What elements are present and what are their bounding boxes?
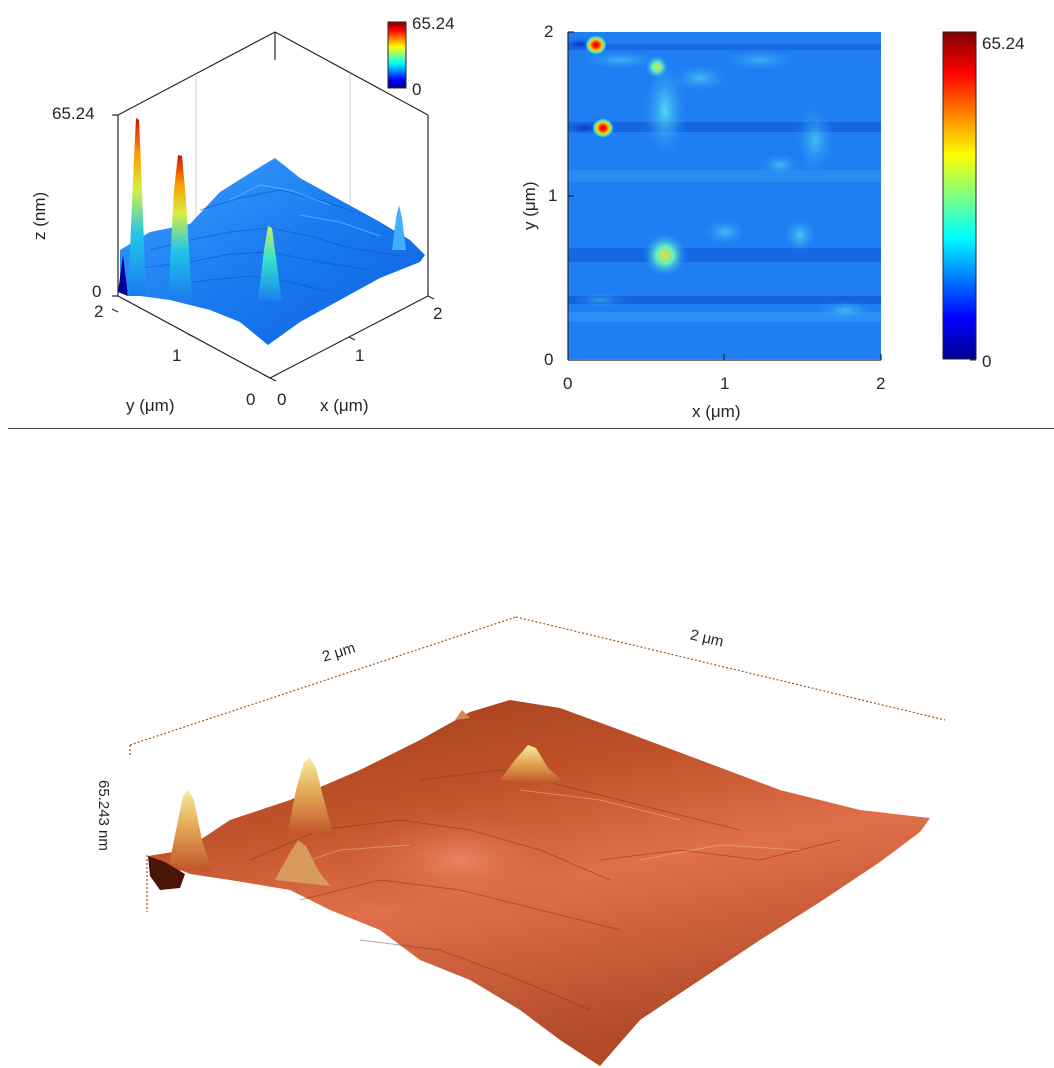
hm-y-tick-1: 1 (548, 186, 558, 205)
heatmap-plot (567, 31, 977, 361)
hm-colorbar-max-label: 65.24 (982, 34, 1025, 53)
hm-y-tick-2: 2 (544, 22, 554, 41)
ticks (111, 114, 435, 382)
peak-2 (168, 155, 192, 300)
copper-peak-3 (500, 745, 566, 784)
x-axis-label: x (μm) (320, 396, 369, 415)
colorbar-min-label: 0 (412, 80, 422, 99)
hm-colorbar-min-label: 0 (982, 352, 992, 371)
hm-x-tick-0: 0 (563, 374, 573, 393)
colorbar-frame (387, 21, 407, 89)
hm-x-tick-2: 2 (876, 374, 886, 393)
section-divider (8, 428, 1054, 429)
surface-highlights (229, 184, 381, 237)
hm-y-tick-0: 0 (544, 350, 554, 369)
peak-3 (258, 226, 282, 302)
x-tick-0: 0 (277, 390, 287, 409)
copper-bump (455, 710, 470, 720)
heatmap-image (568, 32, 881, 359)
dip-1 (118, 255, 128, 296)
heatmap-colorbar-frame (942, 31, 977, 360)
heatmap-axes (567, 31, 882, 361)
colorbar-gradient (388, 22, 406, 88)
z-tick-max: 65.24 (52, 104, 95, 123)
axis-box (117, 31, 429, 296)
copper-peak-1 (168, 790, 212, 872)
y-tick-0: 0 (246, 390, 256, 409)
copper-peak-4 (275, 840, 330, 886)
copper-ridges (249, 769, 841, 1011)
peak-4 (392, 205, 406, 250)
x-tick-1: 1 (355, 346, 365, 365)
hm-x-axis-label: x (μm) (692, 402, 741, 421)
copper-peak-2 (288, 758, 334, 836)
extent-brackets (129, 616, 946, 912)
heatmap-colorbar-gradient (943, 32, 976, 359)
y-tick-2: 2 (94, 302, 104, 321)
x-tick-2: 2 (433, 304, 443, 323)
z-extent-label: 65.243 nm (95, 780, 112, 851)
colorbar-max-label: 65.24 (412, 14, 455, 33)
hm-x-tick-1: 1 (720, 374, 730, 393)
z-tick-min: 0 (92, 282, 102, 301)
copper-dip (148, 856, 185, 890)
surface-3d-plot (111, 21, 435, 382)
y-tick-1: 1 (172, 346, 182, 365)
peak-1 (128, 118, 146, 296)
y-axis-label: y (μm) (126, 396, 175, 415)
